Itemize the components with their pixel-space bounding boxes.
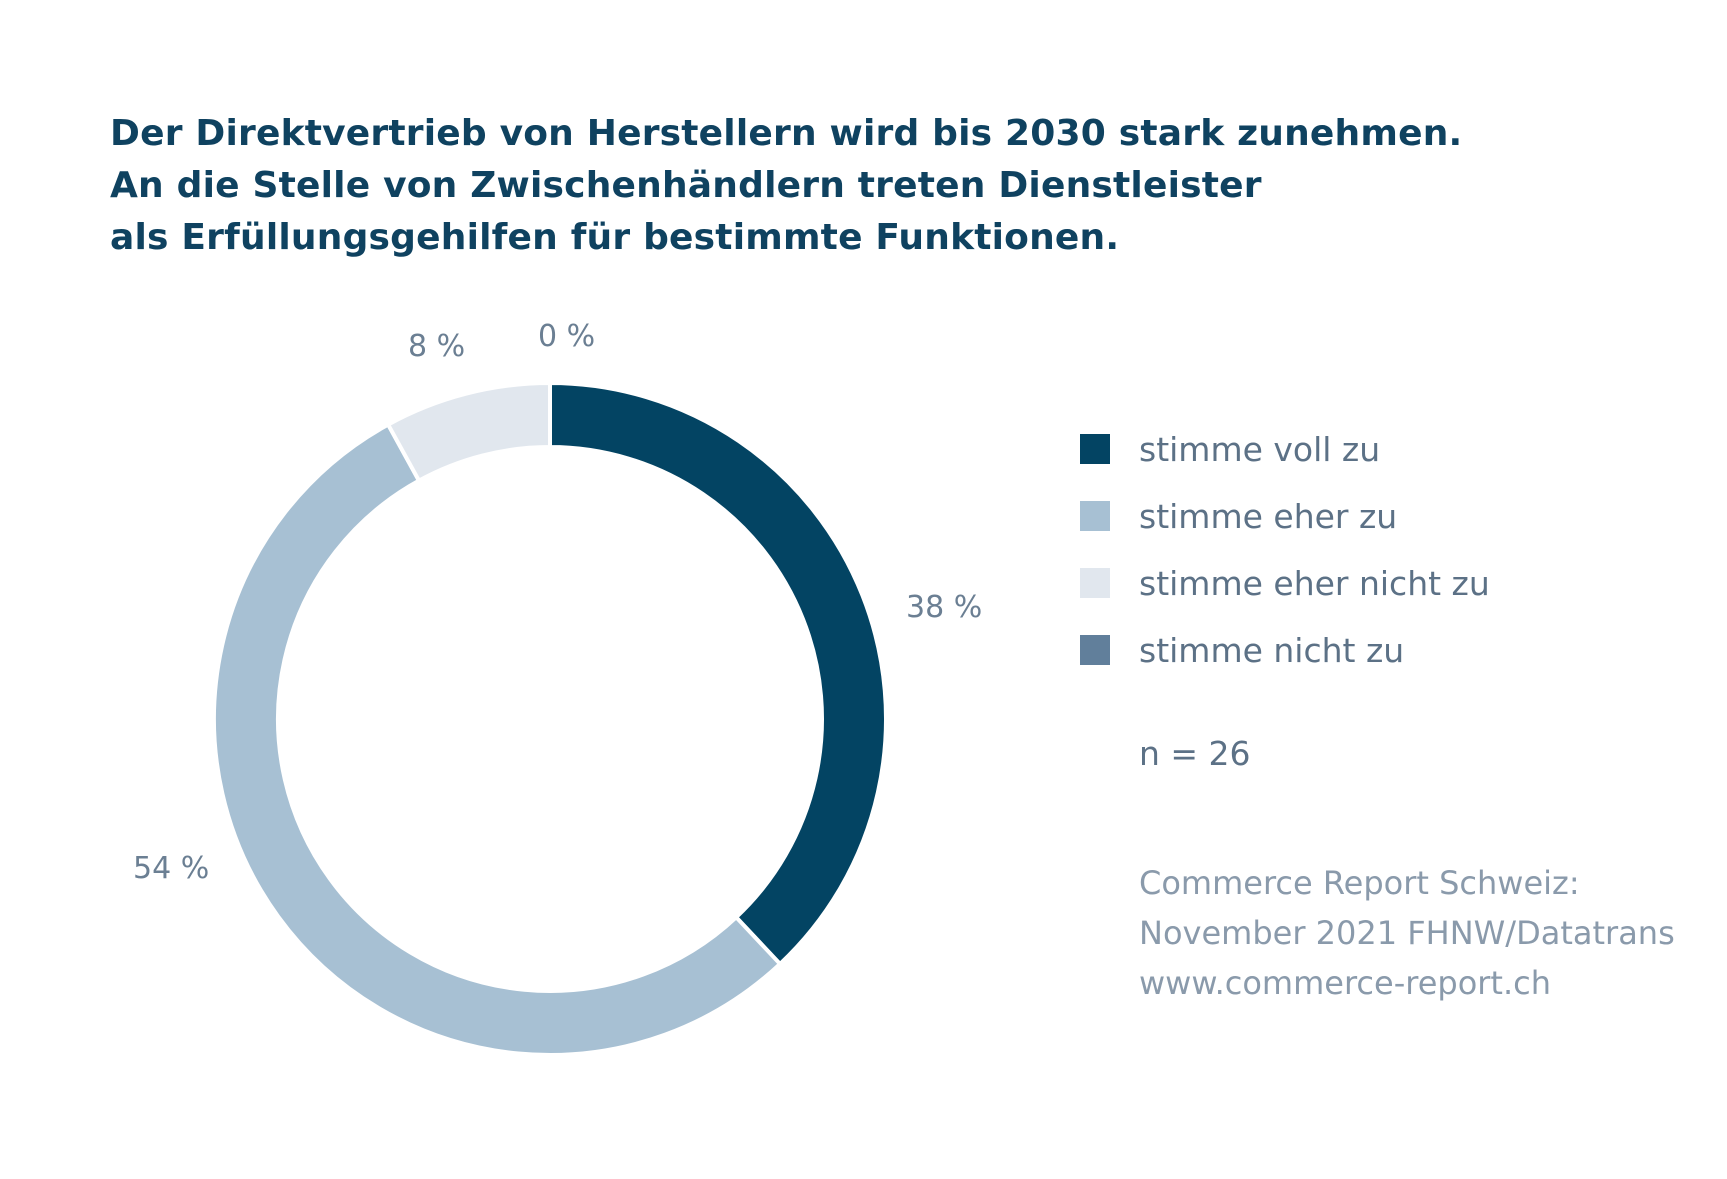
sample-size: n = 26 [1139,734,1251,773]
chart-title-line-1: Der Direktvertrieb von Herstellern wird … [110,113,1463,154]
legend-label: stimme eher zu [1139,496,1398,536]
legend-swatch [1080,501,1110,531]
chart-title-line-3: als Erfüllungsgehilfen für bestimmte Fun… [110,217,1120,258]
source-line-1: Commerce Report Schweiz: [1139,864,1580,902]
legend-label: stimme nicht zu [1139,630,1405,670]
legend: stimme voll zu stimme eher zu stimme ehe… [1080,429,1490,700]
legend-item-stimme-eher-nicht-zu: stimme eher nicht zu [1080,563,1490,603]
legend-swatch [1080,568,1110,598]
source-note: Commerce Report Schweiz: November 2021 F… [1139,858,1675,1008]
slice-label-stimme-eher-zu: 54 % [133,851,209,886]
slice-stimme-eher-zu [212,421,783,1057]
slice-label-stimme-nicht-zu: 0 % [538,319,595,354]
slice-label-stimme-eher-nicht-zu: 8 % [408,329,465,364]
legend-label: stimme voll zu [1139,429,1381,469]
slice-stimme-eher-nicht-zu [385,380,552,484]
legend-swatch [1080,434,1110,464]
slice-stimme-voll-zu [548,380,888,967]
legend-swatch [1080,635,1110,665]
chart-title: Der Direktvertrieb von Herstellern wird … [110,108,1610,264]
slice-label-stimme-voll-zu: 38 % [906,590,982,625]
legend-label: stimme eher nicht zu [1139,563,1490,603]
donut-slices [212,380,888,1057]
source-line-3: www.commerce-report.ch [1139,964,1552,1002]
chart-title-line-2: An die Stelle von Zwischenhändlern trete… [110,165,1262,206]
legend-item-stimme-eher-zu: stimme eher zu [1080,496,1490,536]
legend-item-stimme-voll-zu: stimme voll zu [1080,429,1490,469]
source-line-2: November 2021 FHNW/Datatrans [1139,914,1675,952]
slice-labels: 38 % 54 % 8 % 0 % [133,319,982,886]
legend-item-stimme-nicht-zu: stimme nicht zu [1080,630,1490,670]
